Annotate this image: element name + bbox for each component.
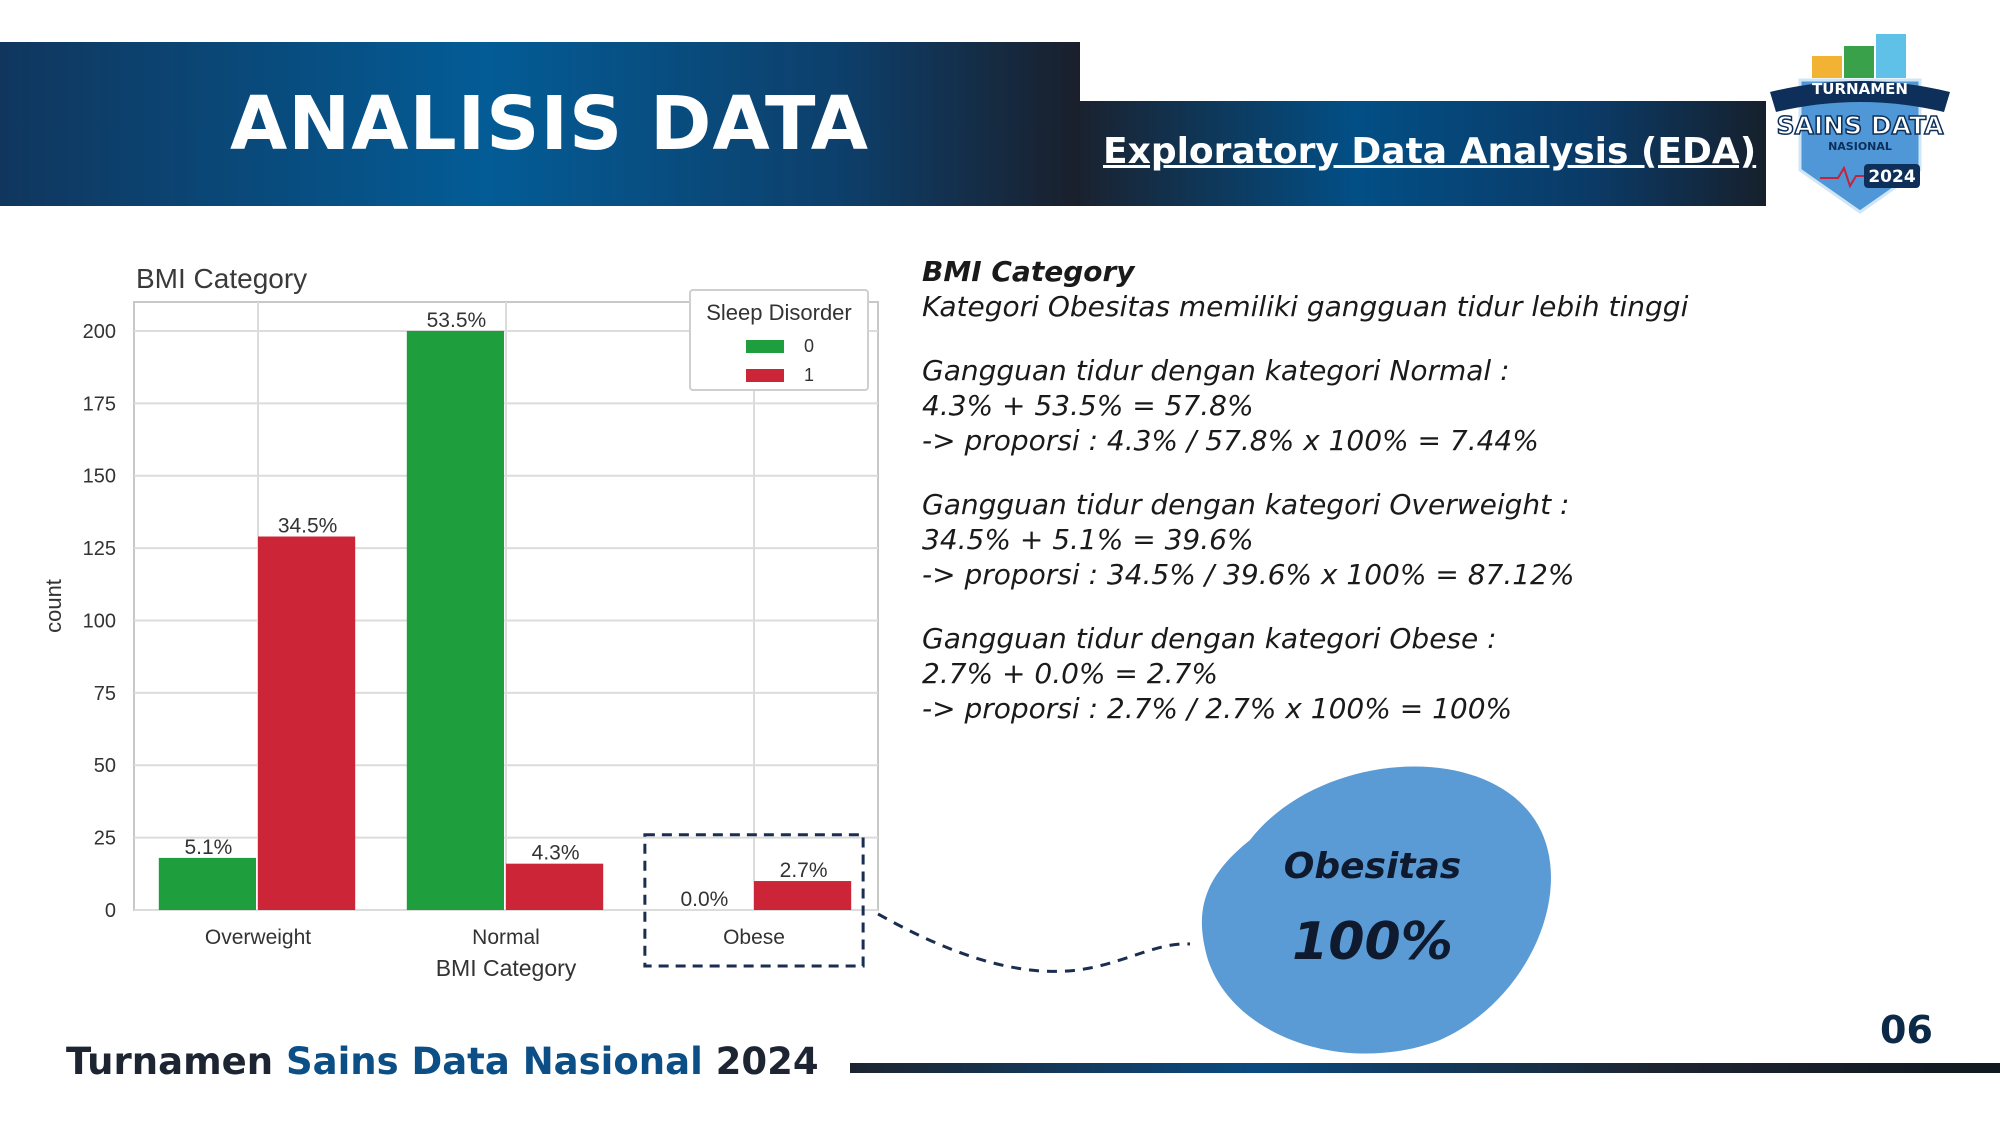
notes-summary: Kategori Obesitas memiliki gangguan tidu… bbox=[922, 290, 1689, 323]
bar-data-label: 5.1% bbox=[184, 836, 232, 859]
logo-text-nasional: NASIONAL bbox=[1828, 140, 1892, 153]
legend-title: Sleep Disorder bbox=[706, 300, 852, 325]
page-title: ANALISIS DATA bbox=[230, 81, 870, 167]
connector-line bbox=[877, 912, 1191, 973]
legend-label-1: 1 bbox=[804, 365, 814, 385]
legend-swatch-0 bbox=[746, 340, 784, 353]
legend-swatch-1 bbox=[746, 369, 784, 382]
chart-title: BMI Category bbox=[136, 263, 307, 294]
y-tick-label: 150 bbox=[83, 466, 116, 488]
bar-data-label: 53.5% bbox=[427, 309, 487, 332]
bar-data-label: 0.0% bbox=[680, 888, 728, 911]
note-overweight-sum: 34.5% + 5.1% = 39.6% bbox=[922, 523, 1254, 556]
note-obese-title: Gangguan tidur dengan kategori Obese : bbox=[922, 622, 1497, 655]
footer-title: Turnamen Sains Data Nasional 2024 bbox=[66, 1040, 819, 1083]
notes-heading: BMI Category bbox=[922, 255, 1135, 288]
footer-text-c: 2024 bbox=[702, 1040, 819, 1083]
bar-data-label: 4.3% bbox=[532, 842, 580, 865]
header-banner bbox=[0, 42, 1080, 206]
logo-year: 2024 bbox=[1868, 167, 1915, 187]
y-tick-label: 0 bbox=[105, 900, 116, 922]
logo-heartbeat-icon bbox=[1820, 165, 1864, 189]
bar-chart: 0 25 50 75 100 125 150 175 200 5.1% 34.5% Overweigh… bbox=[30, 256, 890, 996]
note-overweight-title: Gangguan tidur dengan kategori Overweigh… bbox=[922, 488, 1570, 521]
logo-year-box bbox=[1864, 164, 1920, 188]
bar-obese-1 bbox=[754, 881, 852, 910]
bar-data-label: 34.5% bbox=[278, 515, 338, 538]
note-overweight-ratio: -> proporsi : 34.5% / 39.6% x 100% = 87.… bbox=[922, 558, 1575, 591]
note-obese-sum: 2.7% + 0.0% = 2.7% bbox=[922, 657, 1218, 690]
callout-label: Obesitas bbox=[1283, 846, 1462, 887]
bar-normal-1 bbox=[506, 863, 604, 910]
callout-value: 100% bbox=[1292, 912, 1453, 972]
note-normal-sum: 4.3% + 53.5% = 57.8% bbox=[922, 389, 1254, 422]
y-axis-label: count bbox=[41, 579, 66, 633]
bar-data-label: 2.7% bbox=[780, 859, 828, 882]
callout-bubble bbox=[1201, 766, 1551, 1054]
y-tick-label: 125 bbox=[83, 538, 116, 560]
logo-ribbon bbox=[1770, 81, 1950, 112]
x-tick-label: Obese bbox=[723, 926, 785, 949]
chart-svg: 0 25 50 75 100 125 150 175 200 5.1% 34.5% Overweigh… bbox=[41, 263, 879, 981]
analysis-notes: BMI Category Kategori Obesitas memiliki … bbox=[922, 254, 1962, 726]
x-tick-label: Normal bbox=[472, 926, 540, 949]
logo-text-turnamen: TURNAMEN bbox=[1812, 80, 1908, 98]
highlight-box bbox=[643, 833, 865, 968]
y-tick-label: 200 bbox=[83, 321, 116, 343]
y-tick-label: 100 bbox=[83, 610, 116, 632]
y-tick-label: 50 bbox=[94, 755, 116, 777]
y-tick-label: 25 bbox=[94, 828, 116, 850]
y-tick-label: 75 bbox=[94, 683, 116, 705]
section-subtitle: Exploratory Data Analysis (EDA) bbox=[1103, 131, 1757, 172]
page-number: 06 bbox=[1880, 1008, 1933, 1052]
note-normal-title: Gangguan tidur dengan kategori Normal : bbox=[922, 354, 1510, 387]
logo-bar-green bbox=[1844, 46, 1874, 78]
tournament-logo: TURNAMEN SAINS DATA NASIONAL 2024 bbox=[1770, 34, 1950, 214]
x-tick-label: Overweight bbox=[205, 926, 311, 949]
bar-overweight-1 bbox=[258, 536, 356, 910]
note-obese-ratio: -> proporsi : 2.7% / 2.7% x 100% = 100% bbox=[922, 692, 1513, 725]
footer-text-a: Turnamen bbox=[66, 1040, 286, 1083]
logo-text-sains-data: SAINS DATA bbox=[1777, 111, 1945, 140]
subheader-banner bbox=[1080, 101, 1766, 206]
legend-label-0: 0 bbox=[804, 336, 814, 356]
x-axis-label: BMI Category bbox=[436, 955, 577, 981]
bar-normal-0 bbox=[406, 330, 504, 910]
y-tick-label: 175 bbox=[83, 393, 116, 415]
note-normal-ratio: -> proporsi : 4.3% / 57.8% x 100% = 7.44… bbox=[922, 424, 1539, 457]
logo-bar-yellow bbox=[1812, 56, 1842, 78]
footer-text-b: Sains Data Nasional bbox=[285, 1040, 703, 1083]
logo-bar-blue bbox=[1876, 34, 1906, 78]
bar-overweight-0 bbox=[158, 857, 256, 910]
footer-bar bbox=[850, 1063, 2000, 1073]
